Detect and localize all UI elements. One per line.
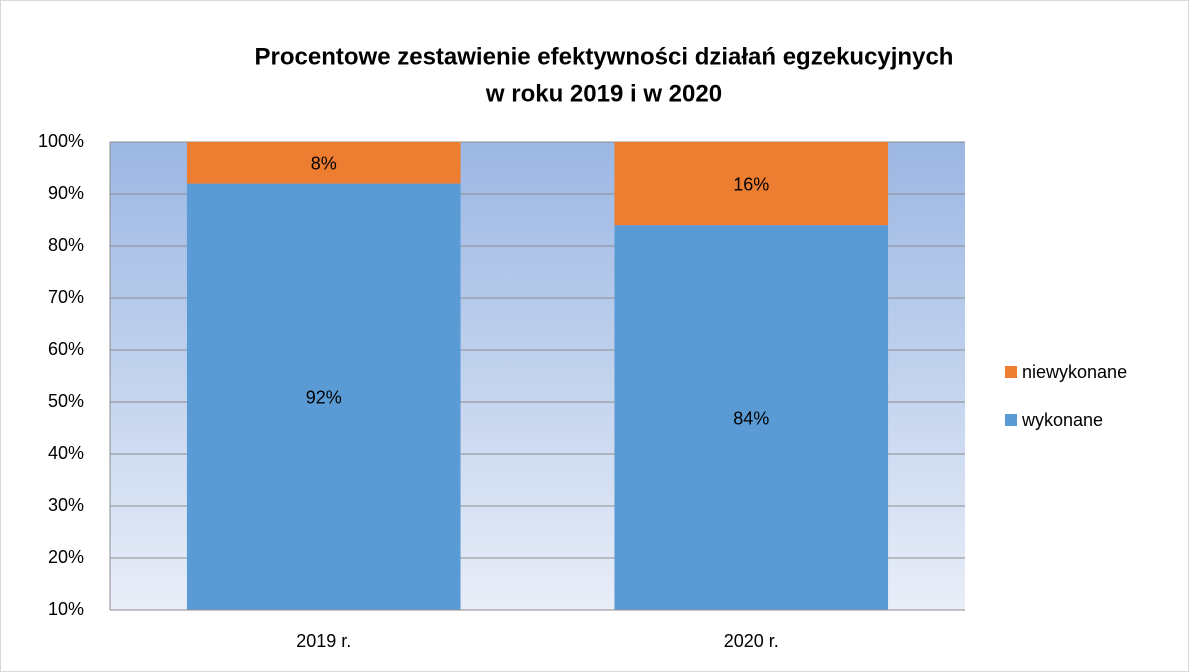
chart-title: w roku 2019 i w 2020	[485, 80, 722, 107]
y-tick-label: 20%	[48, 547, 84, 567]
y-tick-label: 10%	[48, 599, 84, 619]
bar-segment	[614, 142, 889, 226]
legend-label: wykonane	[1021, 410, 1103, 430]
data-label: 84%	[733, 408, 769, 428]
legend-swatch	[1005, 366, 1017, 378]
bar-segment	[186, 183, 461, 610]
bar-segment	[614, 225, 889, 610]
x-tick-label: 2020 r.	[724, 631, 779, 651]
y-tick-label: 100%	[38, 131, 84, 151]
data-label: 8%	[311, 154, 337, 174]
y-tick-label: 60%	[48, 339, 84, 359]
y-tick-label: 70%	[48, 287, 84, 307]
y-tick-label: 30%	[48, 495, 84, 515]
y-tick-label: 80%	[48, 235, 84, 255]
data-label: 16%	[733, 174, 769, 194]
y-tick-label: 50%	[48, 391, 84, 411]
legend-label: niewykonane	[1022, 362, 1127, 382]
bar-segment	[186, 142, 461, 184]
legend-swatch	[1005, 414, 1017, 426]
chart-title: Procentowe zestawienie efektywności dzia…	[255, 43, 954, 70]
y-tick-label: 40%	[48, 443, 84, 463]
x-tick-label: 2019 r.	[296, 631, 351, 651]
data-label: 92%	[306, 388, 342, 408]
y-tick-label: 90%	[48, 183, 84, 203]
